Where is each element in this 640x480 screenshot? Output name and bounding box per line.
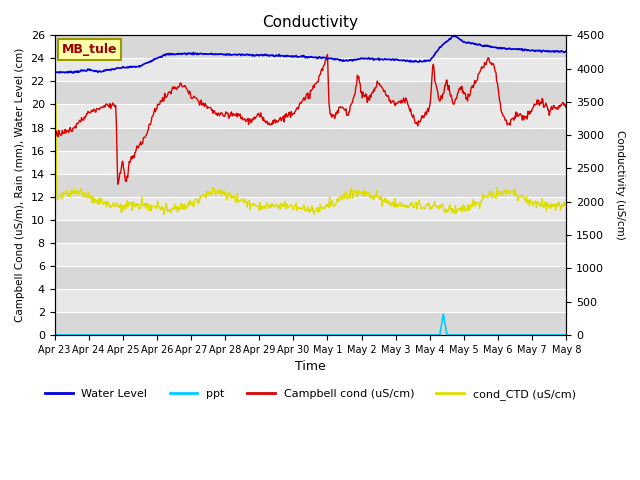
Bar <box>54 312 566 335</box>
Legend: Water Level, ppt, Campbell cond (uS/cm), cond_CTD (uS/cm): Water Level, ppt, Campbell cond (uS/cm),… <box>40 384 580 404</box>
Text: MB_tule: MB_tule <box>62 43 118 56</box>
Bar <box>54 220 566 243</box>
Bar <box>54 128 566 151</box>
Bar <box>54 36 566 59</box>
X-axis label: Time: Time <box>295 360 326 373</box>
Y-axis label: Conductivity (uS/cm): Conductivity (uS/cm) <box>615 130 625 240</box>
Bar <box>54 82 566 105</box>
Y-axis label: Campbell Cond (uS/m), Rain (mm), Water Level (cm): Campbell Cond (uS/m), Rain (mm), Water L… <box>15 48 25 322</box>
Title: Conductivity: Conductivity <box>262 15 358 30</box>
Bar <box>54 174 566 197</box>
Bar <box>54 266 566 289</box>
